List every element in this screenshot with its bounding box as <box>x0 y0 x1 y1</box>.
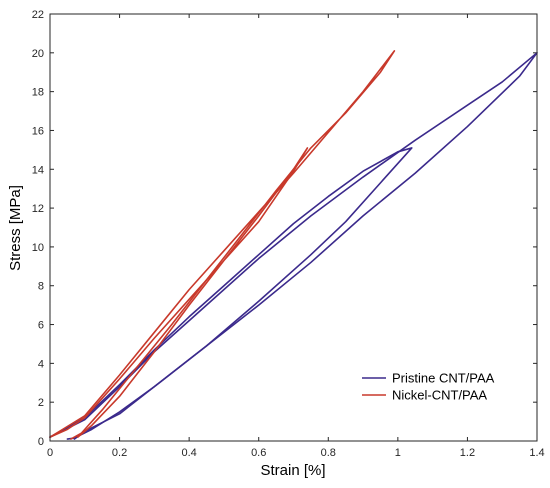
x-axis-title: Strain [%] <box>260 462 325 479</box>
legend-label: Nickel-CNT/PAA <box>392 388 487 403</box>
plot-frame <box>49 13 538 442</box>
y-tick-label: 10 <box>32 242 44 254</box>
legend: Pristine CNT/PAA Nickel-CNT/PAA <box>362 371 495 403</box>
y-tick-label: 4 <box>38 358 44 370</box>
y-tick-label: 22 <box>32 9 44 21</box>
x-tick-label: 0.4 <box>181 447 196 459</box>
x-tick-label: 0.2 <box>112 447 127 459</box>
series-line-loop <box>49 50 396 440</box>
x-axis-ticks: 0 0.2 0.4 0.6 0.8 1 1.2 1.4 <box>47 14 545 459</box>
x-tick-label: 0.6 <box>251 447 266 459</box>
series-nickel-cnt-paa <box>49 50 396 440</box>
x-tick-label: 1 <box>395 447 401 459</box>
y-tick-label: 2 <box>38 397 44 409</box>
y-tick-label: 14 <box>32 164 44 176</box>
legend-label: Pristine CNT/PAA <box>392 371 495 386</box>
y-tick-label: 20 <box>32 48 44 60</box>
y-tick-label: 0 <box>38 436 44 448</box>
y-axis-ticks: 0 2 4 6 8 10 12 14 16 18 20 22 <box>32 9 537 448</box>
y-tick-label: 16 <box>32 125 44 137</box>
x-tick-label: 0 <box>47 447 53 459</box>
y-tick-label: 8 <box>38 281 44 293</box>
x-tick-label: 0.8 <box>321 447 336 459</box>
y-tick-label: 18 <box>32 87 44 99</box>
y-axis-title: Stress [MPa] <box>7 185 24 271</box>
y-tick-label: 12 <box>32 203 44 215</box>
x-tick-label: 1.2 <box>460 447 475 459</box>
x-tick-label: 1.4 <box>529 447 544 459</box>
y-tick-label: 6 <box>38 320 44 332</box>
